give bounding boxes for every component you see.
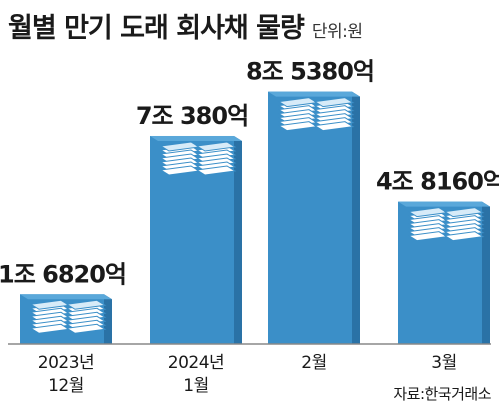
x-tick-label: 3월 bbox=[431, 353, 456, 373]
paper-stack-icon bbox=[277, 97, 355, 132]
paper-stack-icon bbox=[159, 141, 237, 176]
chart-title: 월별 만기 도래 회사채 물량 bbox=[8, 13, 305, 44]
bar-side bbox=[234, 135, 242, 344]
unit-label: 단위:원 bbox=[311, 22, 363, 42]
bar-front bbox=[268, 91, 352, 344]
data-label: 8조 5380억 bbox=[246, 58, 374, 86]
bar-4 bbox=[398, 201, 490, 344]
paper-stack-icon bbox=[407, 207, 485, 242]
bar-side bbox=[352, 91, 360, 344]
x-tick-label: 2023년 bbox=[38, 353, 94, 373]
x-tick-label-line2: 12월 bbox=[48, 376, 84, 396]
data-label: 4조 8160억 bbox=[376, 168, 499, 196]
paper-top-sheet bbox=[313, 97, 355, 108]
paper-top-sheet bbox=[195, 141, 237, 152]
paper-sheet bbox=[443, 231, 485, 242]
x-tick-labels: 2023년 12월 2024년 1월 2월 3월 bbox=[38, 353, 457, 396]
paper-top-sheet bbox=[65, 299, 107, 310]
chart-header: 월별 만기 도래 회사채 물량 단위:원 bbox=[8, 6, 363, 45]
bar-top bbox=[398, 201, 490, 207]
source-note: 자료:한국거래소 bbox=[393, 385, 491, 403]
paper-sheet bbox=[195, 165, 237, 176]
data-label: 7조 380억 bbox=[136, 102, 248, 130]
x-tick-label-line2: 1월 bbox=[183, 376, 208, 396]
x-tick-label: 2월 bbox=[301, 353, 326, 373]
paper-stack-icon bbox=[29, 299, 107, 334]
data-label: 1조 6820억 bbox=[0, 260, 126, 288]
bar-top bbox=[150, 135, 242, 141]
paper-sheet bbox=[313, 121, 355, 132]
bar-top bbox=[20, 294, 112, 300]
paper-sheet bbox=[65, 323, 107, 334]
bar-side bbox=[482, 201, 490, 344]
bar-1 bbox=[20, 294, 112, 344]
paper-top-sheet bbox=[443, 207, 485, 218]
bar-top bbox=[268, 91, 360, 97]
bars-layer bbox=[20, 91, 490, 344]
bar-side bbox=[104, 294, 112, 344]
bar-2 bbox=[150, 135, 242, 344]
bar-3 bbox=[268, 91, 360, 344]
labels-layer: 1조 6820억 7조 380억 8조 5380억 4조 8160억 bbox=[0, 58, 499, 289]
x-tick-label: 2024년 bbox=[168, 353, 224, 373]
